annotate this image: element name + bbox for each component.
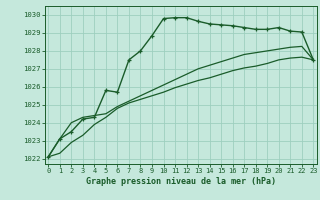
X-axis label: Graphe pression niveau de la mer (hPa): Graphe pression niveau de la mer (hPa) [86, 177, 276, 186]
